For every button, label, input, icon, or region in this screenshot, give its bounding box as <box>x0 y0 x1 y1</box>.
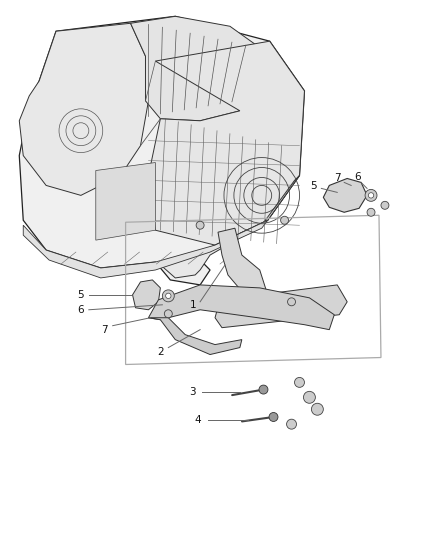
Polygon shape <box>19 23 148 196</box>
Text: 4: 4 <box>195 415 201 425</box>
Text: 1: 1 <box>190 300 197 310</box>
Text: 3: 3 <box>189 387 195 397</box>
Text: 2: 2 <box>157 346 164 357</box>
Circle shape <box>259 385 268 394</box>
Text: 6: 6 <box>78 305 84 315</box>
Circle shape <box>365 189 377 201</box>
Text: 7: 7 <box>334 173 341 183</box>
Text: 7: 7 <box>102 325 108 335</box>
Polygon shape <box>218 228 268 305</box>
Polygon shape <box>23 220 268 278</box>
Circle shape <box>281 216 289 224</box>
Polygon shape <box>148 318 242 354</box>
Polygon shape <box>159 175 300 278</box>
Circle shape <box>381 201 389 209</box>
Circle shape <box>368 193 374 198</box>
Polygon shape <box>19 17 304 285</box>
Circle shape <box>367 208 375 216</box>
Text: 6: 6 <box>354 173 360 182</box>
Circle shape <box>304 391 315 403</box>
Circle shape <box>286 419 297 429</box>
Circle shape <box>162 290 174 302</box>
Text: 5: 5 <box>78 290 84 300</box>
Polygon shape <box>148 285 334 330</box>
Polygon shape <box>323 179 367 212</box>
Text: 5: 5 <box>310 181 317 191</box>
Circle shape <box>196 221 204 229</box>
Polygon shape <box>215 285 347 328</box>
Circle shape <box>311 403 323 415</box>
Circle shape <box>294 377 304 387</box>
Circle shape <box>166 293 171 298</box>
Circle shape <box>164 310 172 318</box>
Polygon shape <box>131 17 265 121</box>
Polygon shape <box>96 163 155 240</box>
Polygon shape <box>133 280 160 310</box>
Circle shape <box>288 298 296 306</box>
Polygon shape <box>148 41 304 245</box>
Circle shape <box>269 413 278 422</box>
